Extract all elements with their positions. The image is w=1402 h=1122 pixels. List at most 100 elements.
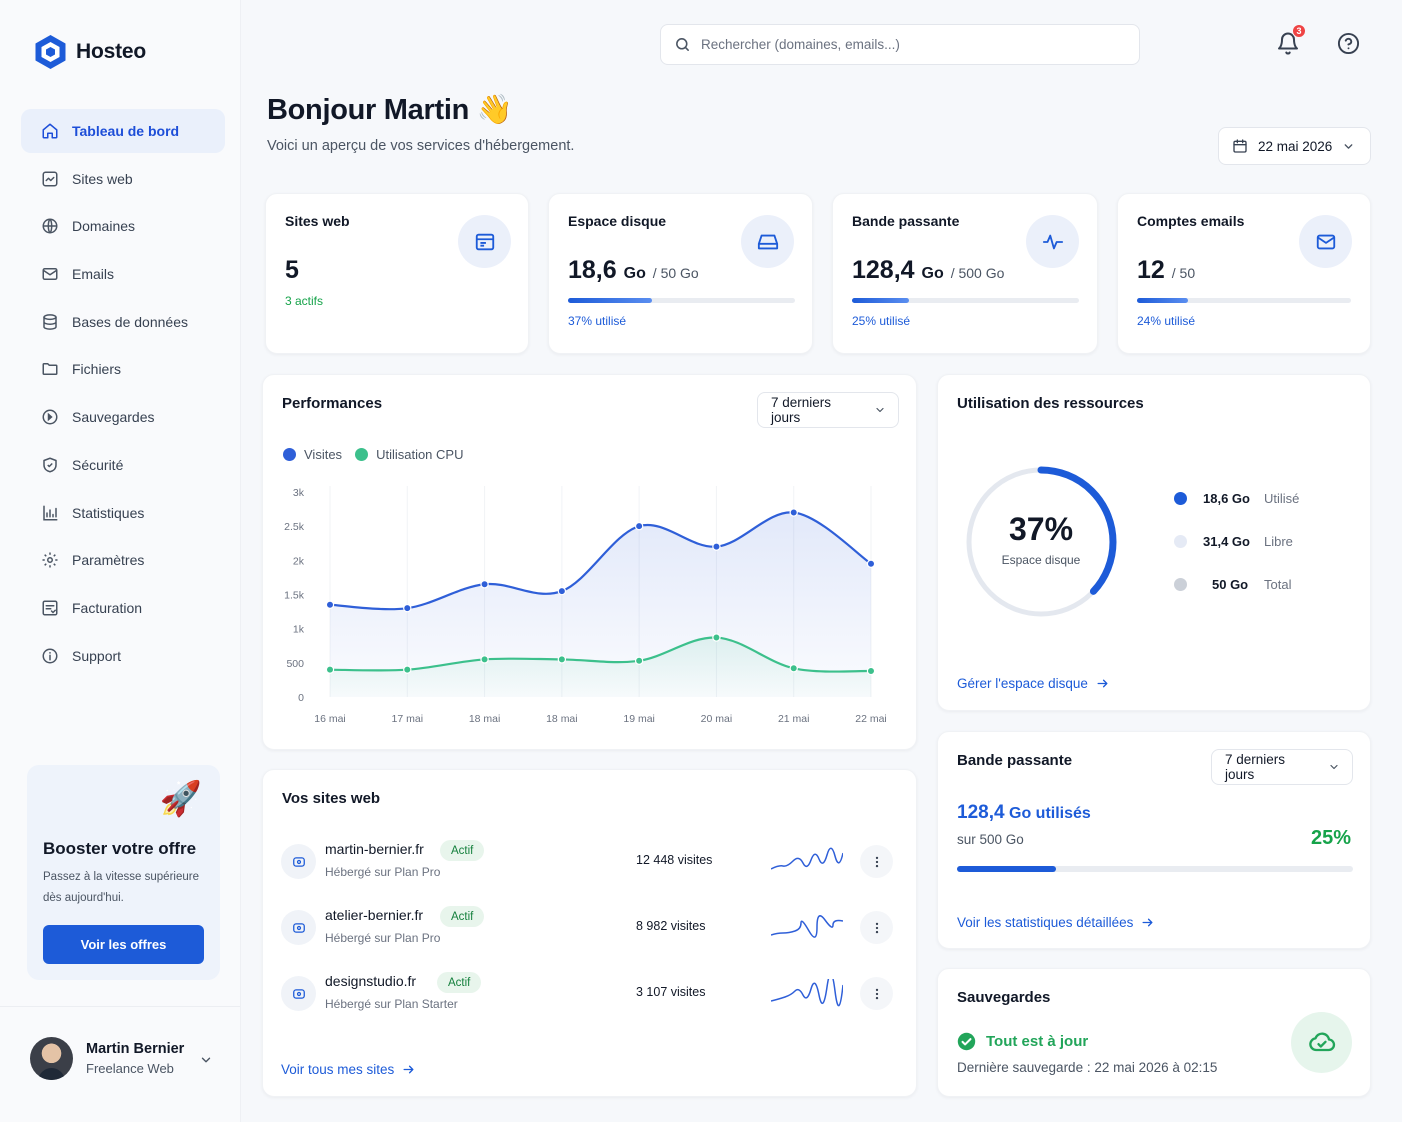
sidebar-item-websites[interactable]: Sites web: [21, 157, 225, 201]
period-select[interactable]: 7 derniers jours: [1211, 749, 1353, 785]
legend-free: 31,4 Go Libre: [1174, 534, 1293, 549]
sidebar-item-label: Emails: [72, 266, 115, 283]
period-select[interactable]: 7 derniers jours: [757, 392, 899, 428]
legend-used: 18,6 Go Utilisé: [1174, 491, 1299, 506]
data-point[interactable]: [403, 665, 412, 674]
date-picker[interactable]: 22 mai 2026: [1218, 127, 1371, 165]
stats-icon: [41, 504, 59, 522]
data-point[interactable]: [325, 600, 335, 609]
data-point[interactable]: [866, 559, 876, 568]
data-point[interactable]: [866, 666, 876, 676]
search-icon: [674, 36, 691, 53]
x-tick-label: 17 mai: [392, 713, 424, 725]
date-label: 22 mai 2026: [1258, 138, 1333, 154]
site-plan: Hébergé sur Plan Pro: [325, 865, 441, 879]
list-item[interactable]: designstudio.fr Actif Hébergé sur Plan S…: [281, 969, 897, 1019]
data-point[interactable]: [634, 656, 644, 665]
sidebar-item-databases[interactable]: Bases de données: [21, 300, 225, 344]
more-options-icon[interactable]: [860, 977, 893, 1010]
sidebar-item-label: Bases de données: [72, 313, 188, 330]
stat-subtitle: 3 actifs: [285, 294, 324, 308]
promo-title: Booster votre offre: [43, 839, 197, 858]
search-input[interactable]: [701, 37, 1101, 52]
browser-icon: [41, 170, 59, 188]
data-point[interactable]: [480, 580, 489, 589]
view-offers-button[interactable]: Voir les offres: [43, 925, 204, 964]
detailed-stats-link[interactable]: Voir les statistiques détaillées: [957, 915, 1154, 930]
data-point[interactable]: [557, 586, 567, 596]
stat-card-disk[interactable]: Espace disque 18,6 Go / 50 Go 37% utilis…: [548, 193, 813, 354]
backup-icon: [41, 408, 59, 426]
donut-caption: Espace disque: [1001, 553, 1081, 567]
calendar-icon: [1232, 138, 1248, 154]
data-point[interactable]: [712, 542, 721, 551]
sidebar-item-dashboard[interactable]: Tableau de bord: [21, 109, 225, 153]
site-plan: Hébergé sur Plan Starter: [325, 997, 458, 1011]
folder-icon: [41, 360, 59, 378]
y-tick-label: 2.5k: [284, 521, 305, 533]
stat-value: 12 / 50: [1137, 256, 1196, 284]
user-profile[interactable]: Martin Bernier Freelance Web: [30, 1037, 184, 1080]
section-title: Sauvegardes: [957, 989, 1051, 1006]
sidebar-item-security[interactable]: Sécurité: [21, 443, 225, 487]
data-point[interactable]: [403, 603, 412, 613]
manage-disk-link[interactable]: Gérer l'espace disque: [957, 676, 1109, 691]
upgrade-promo: 🚀 Booster votre offre Passez à la vitess…: [27, 765, 220, 980]
hard-drive-icon: [741, 215, 794, 268]
help-icon[interactable]: [1337, 32, 1360, 55]
sidebar-item-billing[interactable]: Facturation: [21, 586, 225, 630]
user-name: Martin Bernier: [86, 1041, 185, 1057]
sidebar-item-domains[interactable]: Domaines: [21, 204, 225, 248]
more-options-icon[interactable]: [860, 911, 893, 944]
legend-total: 50 Go Total: [1174, 577, 1291, 592]
data-point[interactable]: [712, 633, 721, 642]
series-area: [330, 637, 871, 697]
rocket-icon: 🚀: [159, 780, 202, 818]
site-visits: 12 448 visites: [636, 853, 713, 867]
data-point[interactable]: [789, 664, 798, 673]
sidebar-item-files[interactable]: Fichiers: [21, 347, 225, 391]
bell-icon[interactable]: [1276, 31, 1300, 56]
sidebar-item-backups[interactable]: Sauvegardes: [21, 395, 225, 439]
chevron-down-icon: [874, 404, 886, 416]
sidebar-item-settings[interactable]: Paramètres: [21, 538, 225, 582]
view-all-sites-link[interactable]: Voir tous mes sites: [281, 1062, 415, 1077]
chevron-down-icon[interactable]: [199, 1053, 213, 1067]
more-options-icon[interactable]: [860, 845, 893, 878]
list-item[interactable]: atelier-bernier.fr Actif Hébergé sur Pla…: [281, 903, 897, 953]
cloud-check-icon[interactable]: [1291, 1012, 1352, 1073]
stat-percent: 24% utilisé: [1137, 314, 1196, 328]
sidebar-item-support[interactable]: Support: [21, 634, 225, 678]
brand[interactable]: Hosteo: [34, 34, 146, 70]
series-line: [329, 636, 872, 673]
sidebar-item-statistics[interactable]: Statistiques: [21, 491, 225, 535]
x-tick-label: 21 mai: [778, 713, 810, 725]
chart-legend: Visites Utilisation CPU: [283, 447, 463, 462]
data-point[interactable]: [634, 521, 644, 531]
stat-value: 128,4 Go / 500 Go: [852, 256, 1005, 284]
shield-icon: [41, 456, 59, 474]
data-point[interactable]: [325, 665, 335, 674]
site-name[interactable]: designstudio.fr: [325, 973, 417, 989]
stat-card-bandwidth[interactable]: Bande passante 128,4 Go / 500 Go 25% uti…: [832, 193, 1098, 354]
chevron-down-icon: [1328, 761, 1340, 773]
websites-card: Vos sites web martin-bernier.fr Actif Hé…: [262, 769, 917, 1097]
data-point[interactable]: [480, 655, 489, 664]
site-visits: 3 107 visites: [636, 985, 706, 999]
data-point[interactable]: [789, 508, 798, 517]
stat-card-websites[interactable]: Sites web 5 3 actifs: [265, 193, 529, 354]
site-name[interactable]: martin-bernier.fr: [325, 841, 424, 857]
section-title: Bande passante: [957, 752, 1073, 769]
stat-percent: 25% utilisé: [852, 314, 911, 328]
x-tick-label: 18 mai: [469, 713, 501, 725]
list-item[interactable]: martin-bernier.fr Actif Hébergé sur Plan…: [281, 837, 897, 887]
disk-usage-donut: [965, 466, 1117, 618]
search-bar[interactable]: [660, 24, 1140, 65]
stat-card-emails[interactable]: Comptes emails 12 / 50 24% utilisé: [1117, 193, 1371, 354]
site-name[interactable]: atelier-bernier.fr: [325, 907, 424, 923]
disk-progress-bar: [568, 298, 795, 303]
data-point[interactable]: [557, 655, 567, 664]
sidebar: Hosteo Tableau de bord Sites web Domaine…: [0, 0, 241, 1122]
sidebar-item-emails[interactable]: Emails: [21, 252, 225, 296]
sidebar-item-label: Statistiques: [72, 504, 145, 521]
